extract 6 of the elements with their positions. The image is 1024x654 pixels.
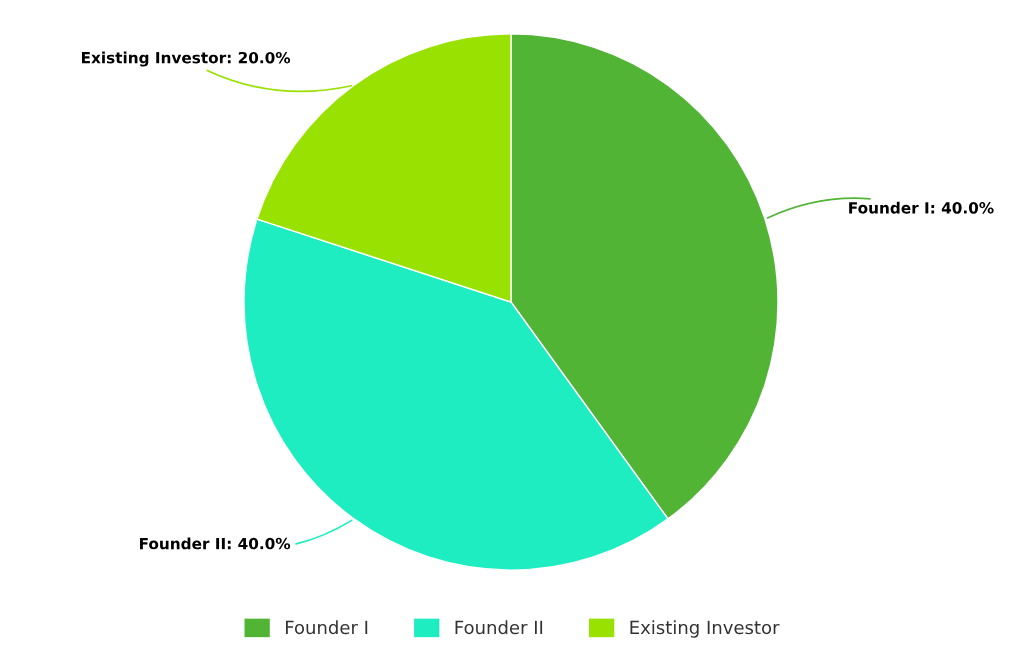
data-label: Founder II: 40.0% (139, 537, 291, 550)
data-label: Founder I: 40.0% (849, 201, 994, 214)
legend-label: Founder II (455, 620, 543, 635)
legend-label: Existing Investor (630, 620, 780, 638)
data-label: Existing Investor: 20.0% (81, 51, 291, 67)
legend-label: Founder I (286, 620, 368, 635)
